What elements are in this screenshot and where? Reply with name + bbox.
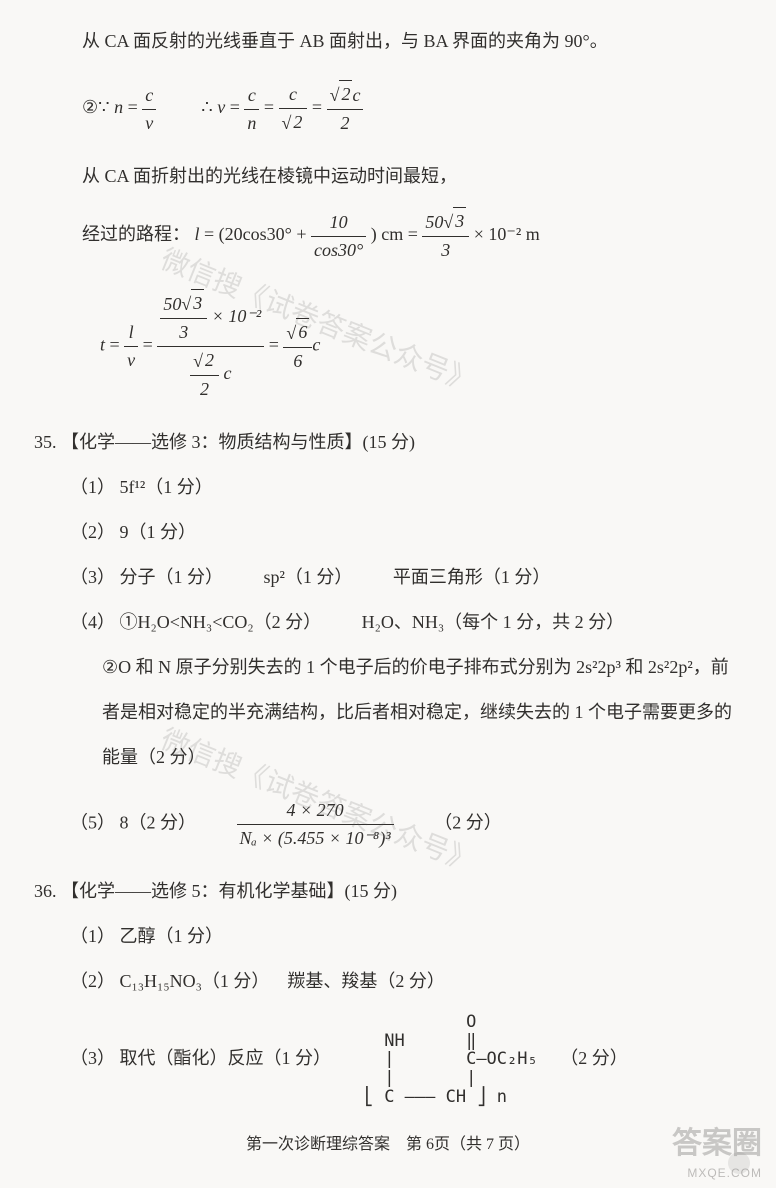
line-reflection: 从 CA 面反射的光线垂直于 AB 面射出，与 BA 界面的夹角为 90°。 <box>10 28 746 55</box>
page-footer: 第一次诊断理综答案 第 6页（共 7 页） <box>0 1133 776 1157</box>
q-title: 【化学——选修 3：物质结构与性质】(15 分) <box>61 432 415 452</box>
q35-4-2a: ②O 和 N 原子分别失去的 1 个电子后的价电子排布式分别为 2s²2p³ 和… <box>10 654 746 681</box>
q35-4-2b: 者是相对稳定的半充满结构，比后者相对稳定，继续失去的 1 个电子需要更多的 <box>10 699 746 726</box>
text: ∴ <box>201 97 212 117</box>
q35-3: （3） 分子（1 分） sp²（1 分） 平面三角形（1 分） <box>10 564 746 591</box>
exponent: × 10⁻² m <box>474 224 540 244</box>
equation-n-definition: ②∵ n = cv ∴ v = cn = c2 = 2c2 <box>10 81 746 137</box>
equation-time: t = lv = 5033 × 10⁻² 22 c = 66c <box>10 290 746 403</box>
polymer-structure: O NH ‖ | C—OC₂H₅ | | ⎣ C ——— CH ⎦ n <box>354 1013 538 1106</box>
q36-2: （2） C₁₃H₁₅NO₃（1 分） 羰基、羧基（2 分） <box>10 968 746 995</box>
density-frac: 4 × 270 Nₐ × (5.455 × 10⁻⁸)³ <box>237 797 394 852</box>
frac-c-n: cn <box>244 82 259 137</box>
frac-c-v: cv <box>142 82 156 137</box>
frac-10-cos30: 10cos30° <box>311 209 366 264</box>
var-l: l <box>195 224 200 244</box>
q36-3: （3） 取代（酯化）反应（1 分） O NH ‖ | C—OC₂H₅ | | ⎣… <box>10 1013 746 1106</box>
q-title: 【化学——选修 5：有机化学基础】(15 分) <box>61 881 397 901</box>
q35-4-1: （4） ①H₂O<NH₃<CO₂（2 分） H₂O、NH₃（每个 1 分，共 2… <box>10 609 746 636</box>
close: ) cm = <box>371 224 418 244</box>
q35-2: （2） 9（1 分） <box>10 519 746 546</box>
q35-1: （1） 5f¹²（1 分） <box>10 474 746 501</box>
q-number: 35. <box>34 432 57 452</box>
q35-4-2c: 能量（2 分） <box>10 744 746 771</box>
frac-l-v: lv <box>124 319 138 374</box>
q36-heading: 36. 【化学——选修 5：有机化学基础】(15 分) <box>10 878 746 905</box>
q35-heading: 35. 【化学——选修 3：物质结构与性质】(15 分) <box>10 429 746 456</box>
frac-sqrt6-6c: 66 <box>283 319 312 375</box>
q-number: 36. <box>34 881 57 901</box>
wechat-icon <box>728 1152 750 1174</box>
frac-sqrt2c-2: 2c2 <box>327 81 364 137</box>
q36-1: （1） 乙醇（1 分） <box>10 923 746 950</box>
frac-50sqrt3-3: 5033 <box>422 208 469 264</box>
frac-c-sqrt2: c2 <box>279 81 308 137</box>
term1: (20cos30° + <box>219 224 307 244</box>
equation-path-length: 经过的路程： l = (20cos30° + 10cos30° ) cm = 5… <box>10 208 746 264</box>
var-v: v <box>217 97 225 117</box>
text: ②∵ <box>82 97 110 117</box>
eq: = <box>143 335 153 355</box>
frac-big-numeric: 5033 × 10⁻² 22 c <box>157 290 264 403</box>
line-refraction: 从 CA 面折射出的光线在棱镜中运动时间最短， <box>10 163 746 190</box>
label: 经过的路程： <box>82 224 190 244</box>
var-n: n <box>114 97 123 117</box>
corner-url: MXQE.COM <box>687 1164 762 1182</box>
var-t: t <box>100 335 105 355</box>
q35-5: （5） 8（2 分） 4 × 270 Nₐ × (5.455 × 10⁻⁸)³ … <box>10 797 746 852</box>
